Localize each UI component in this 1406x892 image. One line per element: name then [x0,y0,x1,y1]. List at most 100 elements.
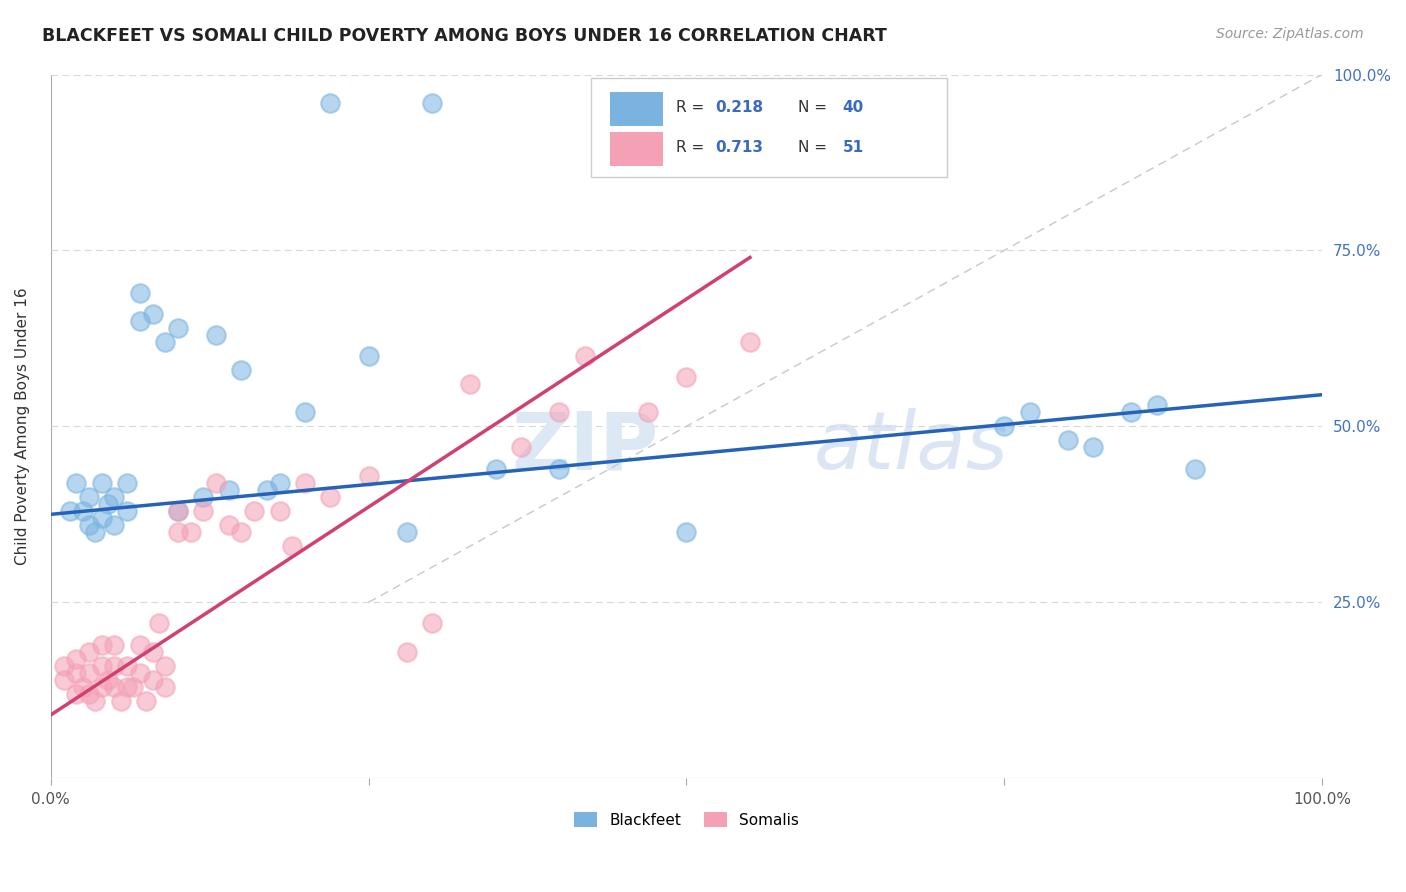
Point [167,504,190,518]
Point [357,349,380,363]
Point [155,680,177,694]
Point [395,644,418,658]
Point [122,680,145,694]
Point [65,665,87,680]
Point [281,539,304,553]
Text: ZIP: ZIP [510,409,658,486]
Point [1056,434,1078,448]
Point [90,680,112,694]
Point [90,475,112,490]
FancyBboxPatch shape [610,92,664,126]
Point [637,405,659,419]
Text: 0.713: 0.713 [716,140,763,155]
Point [115,680,138,694]
Point [1018,405,1040,419]
Point [65,687,87,701]
Point [269,504,291,518]
Point [115,658,138,673]
Point [97,673,120,687]
Point [1081,441,1104,455]
FancyBboxPatch shape [610,132,664,167]
Text: R =: R = [676,140,709,155]
Point [231,524,253,539]
Text: 51: 51 [842,140,863,155]
Point [548,461,571,475]
Point [993,419,1015,434]
Point [155,658,177,673]
FancyBboxPatch shape [591,78,946,177]
Point [128,285,150,300]
Point [205,475,228,490]
Point [675,370,697,384]
Point [167,524,190,539]
Point [420,95,443,110]
Point [458,377,481,392]
Point [420,616,443,631]
Point [193,504,215,518]
Point [180,524,202,539]
Point [115,475,138,490]
Point [218,483,240,497]
Text: Source: ZipAtlas.com: Source: ZipAtlas.com [1216,27,1364,41]
Point [738,334,761,349]
Point [193,490,215,504]
Point [167,321,190,335]
Point [77,490,100,504]
Point [319,95,342,110]
Point [97,497,120,511]
Point [65,651,87,665]
Point [675,524,697,539]
Y-axis label: Child Poverty Among Boys Under 16: Child Poverty Among Boys Under 16 [15,287,30,566]
Point [77,665,100,680]
Point [205,327,228,342]
Point [90,638,112,652]
Point [294,475,316,490]
Point [510,441,533,455]
Text: 0.218: 0.218 [716,100,763,115]
Point [103,517,125,532]
Point [103,638,125,652]
Point [269,475,291,490]
Text: 40: 40 [842,100,863,115]
Point [128,314,150,328]
Point [243,504,266,518]
Point [103,658,125,673]
Text: R =: R = [676,100,709,115]
Point [574,349,596,363]
Point [90,658,112,673]
Point [52,673,75,687]
Point [84,694,107,708]
Point [1184,461,1206,475]
Point [77,644,100,658]
Point [294,405,316,419]
Point [141,673,163,687]
Point [485,461,508,475]
Point [52,658,75,673]
Point [395,524,418,539]
Point [103,680,125,694]
Point [218,517,240,532]
Point [59,504,82,518]
Point [167,504,190,518]
Point [155,334,177,349]
Point [548,405,571,419]
Point [77,687,100,701]
Point [1121,405,1143,419]
Point [84,524,107,539]
Point [90,511,112,525]
Point [148,616,170,631]
Point [357,468,380,483]
Point [72,504,94,518]
Point [256,483,278,497]
Point [110,694,132,708]
Point [72,680,94,694]
Point [1146,398,1168,412]
Point [103,490,125,504]
Legend: Blackfeet, Somalis: Blackfeet, Somalis [568,805,806,834]
Point [128,665,150,680]
Text: N =: N = [799,100,832,115]
Point [65,475,87,490]
Text: N =: N = [799,140,832,155]
Point [231,363,253,377]
Point [135,694,157,708]
